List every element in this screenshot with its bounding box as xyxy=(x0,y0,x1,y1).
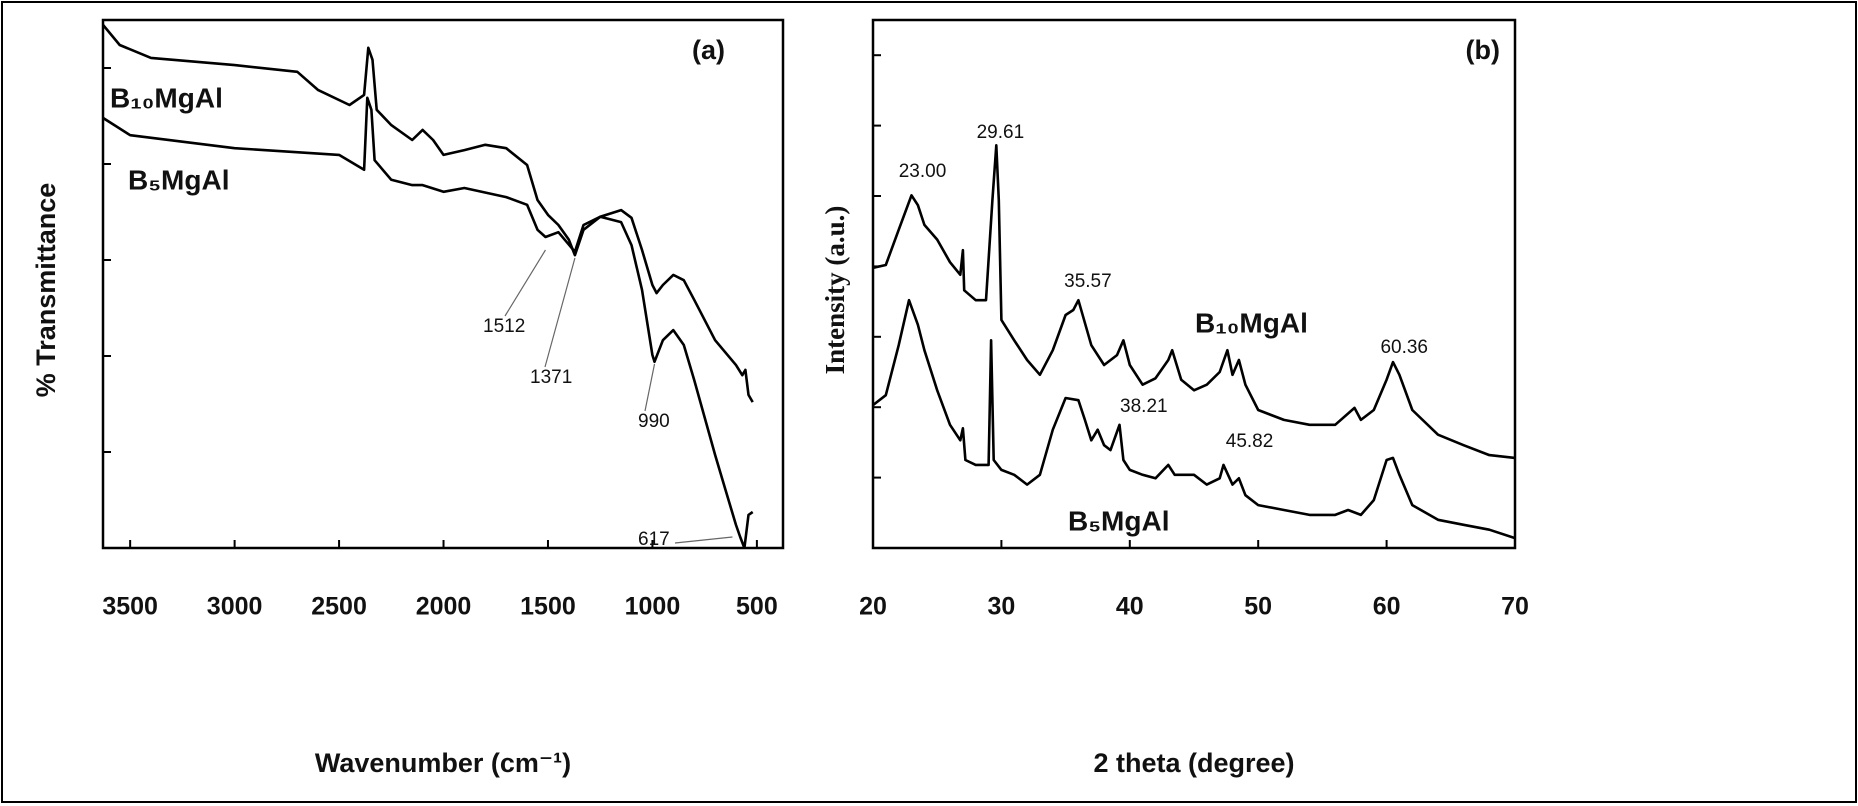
peak-label: 29.61 xyxy=(977,122,1025,143)
x-tick-label: 500 xyxy=(736,593,778,621)
series-line xyxy=(873,144,1515,460)
series-label: B₅MgAl xyxy=(128,164,230,195)
x-tick-label: 30 xyxy=(987,593,1015,621)
x-tick-label: 40 xyxy=(1116,593,1144,621)
leader-line xyxy=(504,249,546,317)
peak-label: 60.36 xyxy=(1380,337,1428,358)
x-axis-label: 2 theta (degree) xyxy=(1093,748,1294,778)
y-axis-label: % Transmittance xyxy=(31,183,61,398)
leader-line xyxy=(674,536,733,544)
x-tick-label: 1500 xyxy=(520,593,576,621)
band-label: 1512 xyxy=(483,316,525,337)
peak-label: 23.00 xyxy=(899,161,947,182)
x-tick-label: 3500 xyxy=(102,593,158,621)
x-tick-label: 70 xyxy=(1501,593,1529,621)
series-label: B₁₀MgAl xyxy=(1195,307,1308,338)
band-label: 617 xyxy=(638,529,670,550)
plot-frame xyxy=(871,18,1517,550)
band-label: 990 xyxy=(638,411,670,432)
x-axis-label: Wavenumber (cm⁻¹) xyxy=(315,748,571,778)
peak-label: 35.57 xyxy=(1064,271,1112,292)
x-tick-label: 3000 xyxy=(207,593,263,621)
x-tick-label: 20 xyxy=(859,593,887,621)
x-tick-label: 2500 xyxy=(311,593,367,621)
x-tick-label: 60 xyxy=(1373,593,1401,621)
leader-line xyxy=(644,363,656,412)
x-tick-label: 2000 xyxy=(416,593,472,621)
leader-line xyxy=(544,257,576,368)
x-tick-label: 1000 xyxy=(625,593,681,621)
band-label: 1371 xyxy=(530,367,572,388)
series-line xyxy=(103,96,754,548)
series-line xyxy=(873,298,1515,540)
x-tick-label: 50 xyxy=(1244,593,1272,621)
series-label: B₁₀MgAl xyxy=(110,82,223,113)
panel-label: (a) xyxy=(692,35,725,65)
series-label: B₅MgAl xyxy=(1068,505,1170,536)
peak-label: 45.82 xyxy=(1226,431,1274,452)
peak-label: 38.21 xyxy=(1120,396,1168,417)
panel-label: (b) xyxy=(1466,35,1500,65)
series-line xyxy=(103,23,754,403)
y-axis-label: Intensity (a.u.) xyxy=(820,206,850,375)
